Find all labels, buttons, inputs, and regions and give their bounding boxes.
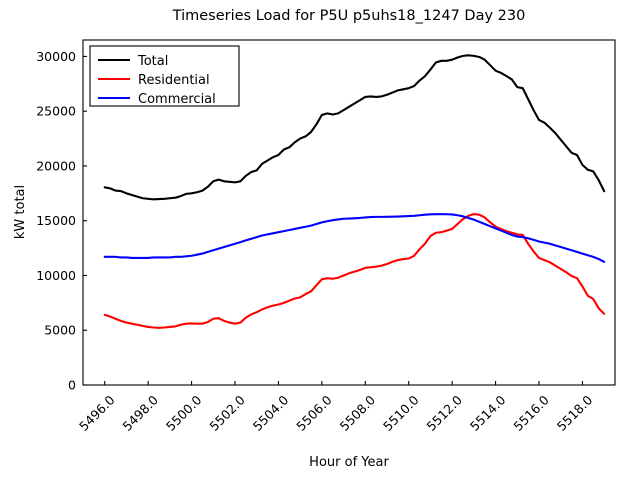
- series-line-residential: [103, 213, 606, 329]
- y-tick-label: 25000: [36, 104, 76, 119]
- chart-title: Timeseries Load for P5U p5uhs18_1247 Day…: [172, 8, 526, 24]
- y-tick-label: 30000: [36, 49, 76, 64]
- x-axis-title: Hour of Year: [309, 455, 389, 470]
- series-line-total: [103, 54, 606, 201]
- legend-label-commercial: Commercial: [138, 92, 216, 107]
- y-tick-label: 10000: [36, 268, 76, 283]
- series-lines: [103, 54, 606, 329]
- y-tick-label: 20000: [36, 158, 76, 173]
- plot-frame: [82, 39, 616, 386]
- series-line-commercial: [103, 213, 606, 263]
- y-axis: 0 5000 10000 15000 20000 25000 30000: [36, 49, 87, 393]
- chart-legend: Total Residential Commercial: [89, 45, 240, 107]
- y-tick-label: 15000: [36, 213, 76, 228]
- y-axis-title: kW total: [13, 185, 28, 239]
- legend-label-total: Total: [137, 54, 168, 69]
- y-tick-label: 5000: [44, 323, 76, 338]
- y-tick-label: 0: [68, 378, 76, 393]
- legend-label-residential: Residential: [138, 73, 210, 88]
